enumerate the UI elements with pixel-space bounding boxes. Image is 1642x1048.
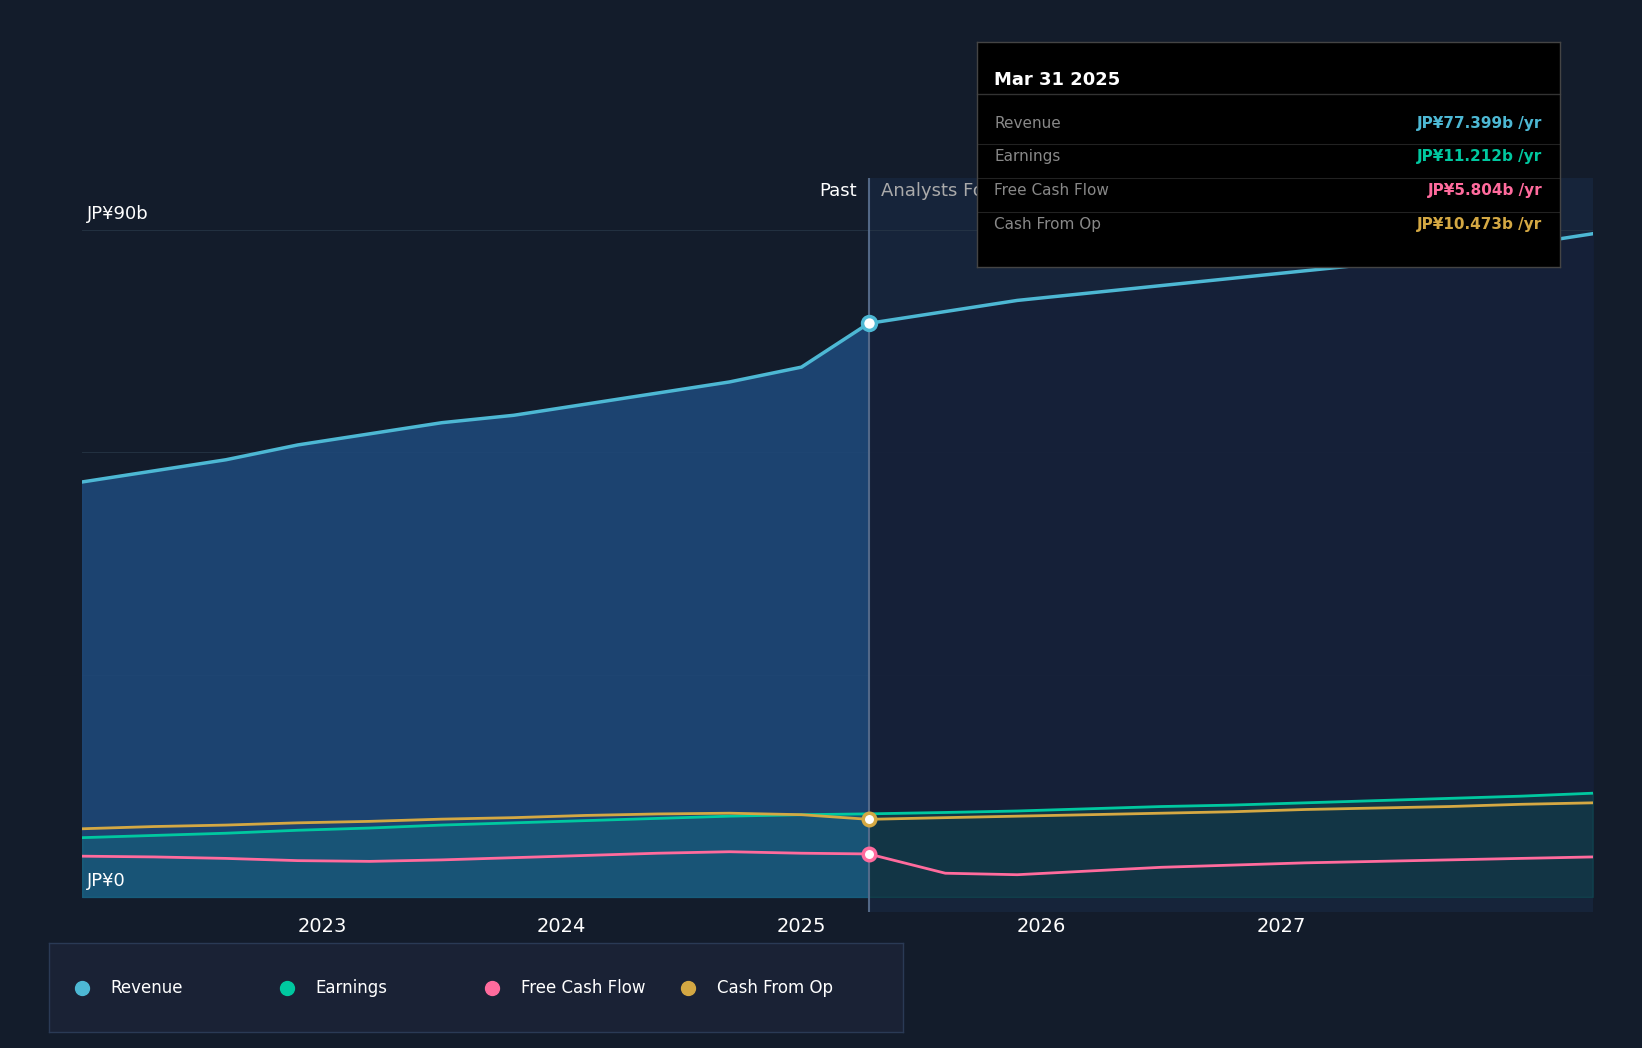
Text: Earnings: Earnings: [315, 979, 388, 997]
Text: JP¥77.399b /yr: JP¥77.399b /yr: [1417, 115, 1542, 131]
Text: JP¥10.473b /yr: JP¥10.473b /yr: [1417, 217, 1542, 232]
Text: Cash From Op: Cash From Op: [718, 979, 832, 997]
Text: Revenue: Revenue: [110, 979, 184, 997]
Text: Revenue: Revenue: [995, 115, 1061, 131]
Text: Earnings: Earnings: [995, 149, 1061, 165]
Text: Mar 31 2025: Mar 31 2025: [995, 71, 1121, 89]
Text: Cash From Op: Cash From Op: [995, 217, 1102, 232]
Text: Analysts Forecasts: Analysts Forecasts: [880, 182, 1048, 200]
Text: Free Cash Flow: Free Cash Flow: [995, 183, 1110, 198]
Text: JP¥0: JP¥0: [87, 872, 126, 890]
Bar: [869, 178, 1593, 912]
Text: Past: Past: [819, 182, 857, 200]
Bar: [82, 178, 869, 912]
Text: JP¥5.804b /yr: JP¥5.804b /yr: [1427, 183, 1542, 198]
Text: Free Cash Flow: Free Cash Flow: [521, 979, 645, 997]
Text: JP¥90b: JP¥90b: [87, 204, 149, 222]
Text: JP¥11.212b /yr: JP¥11.212b /yr: [1417, 149, 1542, 165]
